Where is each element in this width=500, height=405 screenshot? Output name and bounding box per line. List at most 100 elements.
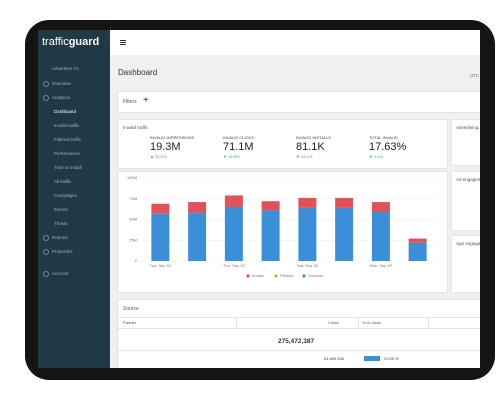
bar-segment	[261, 201, 280, 211]
nav-icon	[43, 81, 49, 87]
stat-label: INVALID INSTALLS	[296, 135, 331, 140]
nav-item[interactable]: Reports	[52, 235, 68, 240]
stat-value: 17.63%	[369, 141, 407, 153]
legend-label: Filtered	[280, 273, 293, 278]
nav-item[interactable]: Invalid traffic	[54, 123, 80, 128]
add-filter[interactable]: +	[143, 95, 149, 106]
y-tick-label: 0	[135, 258, 138, 263]
legend-label: Invalid	[252, 273, 264, 278]
bar-segment	[408, 238, 427, 243]
filters-bar: Filters +	[118, 92, 480, 112]
nav-item[interactable]: Events	[54, 207, 68, 212]
side-card: Ad engagem	[452, 172, 480, 230]
side-card-title: Advertising a	[456, 125, 480, 130]
card-title: Invalid traffic	[123, 125, 149, 130]
chart-card: 0 25M 50M 75M 100M Tue, Sep 01 Thu, Sep 03 Sat,…	[118, 172, 447, 292]
nav-item[interactable]: Time to install	[54, 165, 82, 170]
x-tick-label: Thu, Sep 03	[223, 263, 246, 268]
column-header: % of clicks	[362, 320, 381, 325]
chart: 0 25M 50M 75M 100M Tue, Sep 01 Thu, Sep 03 Sat,…	[127, 175, 436, 278]
stat-label: INVALID CLICKS	[223, 135, 254, 140]
percent-cell: 23.55 %	[384, 356, 399, 361]
bar-segment	[224, 207, 243, 261]
x-tick-label: Tue, Sep 01	[150, 263, 172, 268]
nav-icon	[43, 271, 49, 277]
stat-label: INVALID IMPRESSIONS	[150, 135, 195, 140]
source-card: Source Partner Clicks % of clicks 275,47…	[118, 300, 480, 368]
legend-swatch	[274, 274, 278, 278]
percent-bar	[364, 356, 380, 361]
nav-item[interactable]: Analytics	[52, 95, 71, 100]
logo-light: traffic	[42, 36, 69, 48]
y-tick-label: 75M	[129, 196, 137, 201]
stat-change: ▲ 22.1%	[150, 154, 167, 159]
column-header[interactable]: Clicks	[328, 320, 339, 325]
legend-label: Success	[308, 273, 323, 278]
legend-swatch	[246, 274, 250, 278]
total: 275,472,387	[278, 338, 315, 345]
stat-value: 71.1M	[223, 141, 254, 153]
logo: trafficguard	[42, 36, 99, 48]
screen: trafficguard Advertiser #1 Overview Analyt…	[38, 30, 480, 368]
top-bar	[110, 30, 480, 55]
source-title: Source	[123, 306, 139, 312]
nav-item[interactable]: Filtered traffic	[54, 137, 82, 142]
nav-icon	[43, 235, 49, 241]
bar-segment	[151, 213, 170, 261]
row-divider	[118, 350, 480, 351]
bar-segment	[261, 210, 280, 261]
filters-label: Filters	[123, 99, 137, 105]
clicks-cell: 64,859,506	[324, 356, 345, 361]
column-divider	[236, 317, 237, 328]
account-selector[interactable]: Advertiser #1	[52, 66, 79, 71]
column-divider	[428, 317, 429, 328]
nav-item[interactable]: Account	[52, 271, 69, 276]
menu-button[interactable]	[120, 40, 126, 41]
y-tick-label: 25M	[129, 237, 137, 242]
nav-item[interactable]: Overview	[52, 81, 71, 86]
stat-value: 19.3M	[150, 141, 181, 153]
y-tick-label: 50M	[129, 217, 137, 222]
y-tick-label: 100M	[127, 175, 137, 180]
nav-item[interactable]: Campaigns	[54, 193, 77, 198]
bar-segment	[298, 197, 317, 208]
nav-icon	[43, 95, 49, 101]
side-card-title: Ad engagem	[456, 177, 480, 182]
logo-bold: guard	[68, 36, 100, 48]
bar-segment	[335, 197, 354, 208]
bar-segment	[408, 242, 427, 261]
bar-segment	[298, 207, 317, 261]
stat-change: ▼ 23.1%	[296, 154, 313, 159]
nav-icon	[43, 249, 49, 255]
bar-segment	[188, 212, 207, 261]
nav-item[interactable]: Properties	[52, 249, 73, 254]
x-tick-label: Sat, Sep 05	[297, 263, 319, 268]
bar-segment	[188, 202, 207, 213]
timezone[interactable]: UTC	[470, 73, 480, 78]
column-header: Partner	[123, 320, 137, 325]
bar-segment	[224, 195, 243, 208]
legend-swatch	[302, 274, 306, 278]
bar-segment	[371, 212, 390, 261]
x-tick-label: Mon, Sep 07	[370, 263, 393, 268]
nav-item[interactable]: Dashboard	[54, 109, 77, 114]
nav-item[interactable]: Performance	[54, 151, 80, 156]
column-divider	[358, 317, 359, 328]
bar-segment	[151, 203, 170, 214]
stat-change: ▼ 15.8%	[223, 154, 240, 159]
nav-item[interactable]: Threat	[54, 221, 68, 226]
invalid-traffic-card: Invalid traffic INVALID IMPRESSIONS 19.3M…	[118, 120, 447, 168]
stat-value: 81.1K	[296, 141, 325, 153]
stat-label: TOTAL INVALID	[369, 135, 398, 140]
bar-segment	[371, 202, 390, 213]
side-card: App engagem	[452, 236, 480, 292]
page-title: Dashboard	[118, 68, 158, 77]
table-header	[118, 317, 480, 329]
stat-change: ▼ 3.1%	[369, 154, 384, 159]
side-card: Advertising a	[452, 120, 480, 165]
side-card-title: App engagem	[456, 241, 480, 246]
sidebar: trafficguard Advertiser #1 Overview Analyt…	[38, 30, 110, 368]
nav-item[interactable]: All traffic	[54, 179, 72, 184]
bar-segment	[335, 207, 354, 261]
